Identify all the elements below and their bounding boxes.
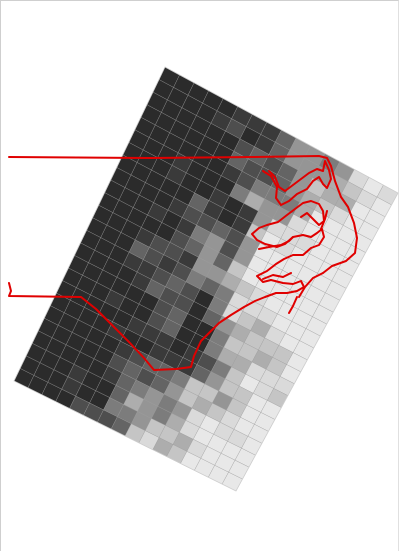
coastline-layer: [8, 155, 358, 371]
coastline-mainland: [8, 155, 358, 371]
coastline-northern-sound: [262, 160, 332, 206]
coastline-barrier-island: [298, 272, 324, 298]
raster-grid: [13, 66, 399, 492]
coastline-estuary: [258, 210, 328, 314]
raster-outline: [13, 66, 399, 492]
